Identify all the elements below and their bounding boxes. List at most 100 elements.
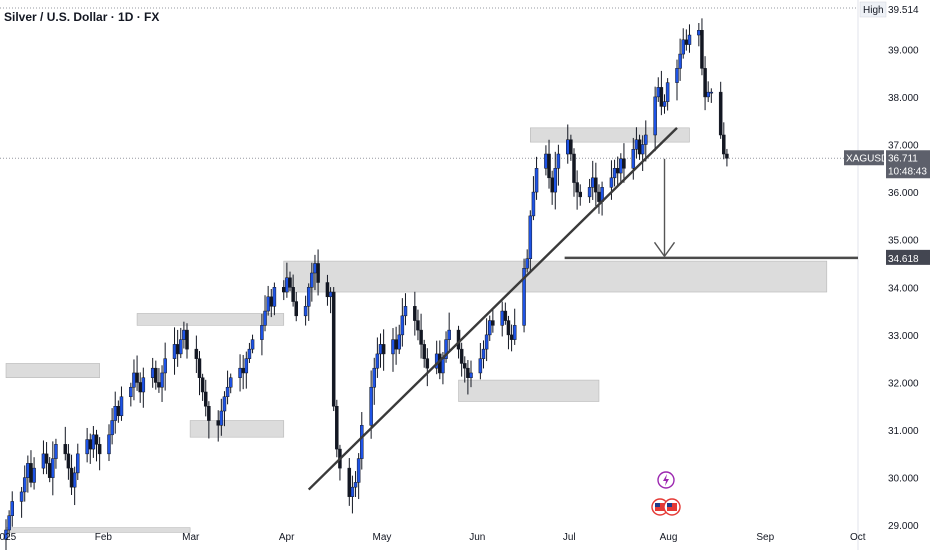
candle	[600, 181, 604, 216]
candle-body	[634, 139, 639, 150]
time-tick-label: Jun	[469, 532, 485, 543]
candle	[194, 335, 199, 374]
candle-body	[509, 334, 514, 340]
candle-body	[325, 282, 330, 298]
candle-body	[282, 287, 286, 293]
candle-body	[681, 39, 685, 55]
candle-body	[269, 296, 274, 307]
candle	[172, 327, 177, 375]
candle-body	[722, 134, 726, 155]
candle	[222, 391, 227, 427]
candle	[619, 153, 623, 183]
candle	[400, 298, 405, 347]
candle-body	[422, 344, 426, 359]
candle-body	[244, 358, 249, 374]
candle-body	[644, 134, 648, 145]
candle	[491, 309, 495, 333]
candle	[578, 184, 582, 206]
price-tick-label: 36.000	[888, 188, 919, 199]
candle-body	[313, 263, 317, 274]
candle	[10, 491, 14, 527]
candle-body	[76, 453, 80, 474]
candle	[416, 309, 420, 341]
chart-gridlines	[0, 0, 859, 550]
candle	[154, 360, 158, 390]
candle-body	[150, 367, 155, 378]
candle	[684, 29, 689, 51]
candle	[44, 442, 49, 475]
high-tag	[859, 1, 887, 18]
candle-body	[503, 310, 508, 321]
candle-body	[378, 344, 383, 355]
time-tick-label: Feb	[95, 532, 113, 543]
candle	[29, 450, 33, 488]
candle	[459, 342, 464, 377]
candle-body	[703, 68, 707, 98]
candle-body	[678, 53, 682, 69]
us-flag-canton	[655, 503, 660, 507]
candle-body	[550, 177, 554, 193]
price-axis[interactable]: 29.000 30.000 31.000 32.000 33.000 34.000 35.0…	[888, 45, 919, 532]
candle	[534, 156, 539, 200]
candle	[612, 159, 617, 187]
candle-body	[219, 410, 224, 426]
candle	[481, 340, 486, 369]
candle	[522, 258, 526, 333]
candle	[718, 81, 723, 139]
candle-body	[444, 339, 448, 359]
candle	[425, 348, 430, 387]
candle	[175, 329, 180, 367]
event-icons[interactable]	[651, 471, 681, 516]
time-axis[interactable]: 2025 Feb Mar Apr May Jun Jul Aug Sep Oct	[0, 532, 866, 543]
candle	[157, 368, 161, 393]
candle	[7, 510, 11, 538]
candle	[185, 323, 189, 359]
candle-body	[135, 372, 139, 383]
candle-body	[459, 348, 464, 364]
candle-body	[41, 453, 46, 469]
candle-body	[32, 467, 36, 483]
candle-body	[575, 182, 579, 193]
candle-body	[484, 334, 489, 350]
countdown-label: 10:48:43	[888, 166, 927, 177]
candle-body	[609, 177, 614, 188]
symbol-label: XAGUSD	[846, 153, 888, 164]
zone-4	[458, 379, 600, 402]
candle	[335, 399, 339, 458]
candle	[325, 274, 330, 306]
candle-body	[216, 420, 220, 426]
candle-body	[197, 358, 202, 378]
candle-body	[356, 458, 361, 483]
candle	[88, 433, 93, 464]
candle	[113, 391, 117, 434]
candle-body	[129, 386, 133, 397]
candle	[150, 357, 155, 388]
candlestick-series	[4, 18, 729, 550]
price-tick-label: 33.000	[888, 331, 919, 342]
candle	[129, 382, 133, 407]
candle	[372, 357, 377, 405]
candle	[272, 282, 277, 316]
candle-body	[288, 277, 292, 288]
candle-body	[659, 87, 664, 107]
candle-body	[238, 367, 242, 378]
candle	[260, 313, 264, 356]
candle	[51, 441, 55, 496]
candle-body	[506, 320, 511, 336]
candle-body	[179, 339, 183, 355]
candle	[403, 293, 408, 326]
time-tick-label: Jul	[563, 532, 576, 543]
candle-body	[369, 386, 373, 426]
candle-body	[110, 420, 114, 436]
supply-demand-zones	[5, 127, 828, 533]
candle	[375, 337, 380, 378]
candle	[138, 372, 142, 403]
candle-body	[512, 325, 517, 340]
candle-body	[597, 191, 601, 202]
candle-body	[222, 396, 227, 412]
candle	[97, 437, 102, 471]
candle-body	[47, 463, 52, 478]
candle-body	[7, 515, 11, 531]
candle-body	[403, 306, 408, 317]
